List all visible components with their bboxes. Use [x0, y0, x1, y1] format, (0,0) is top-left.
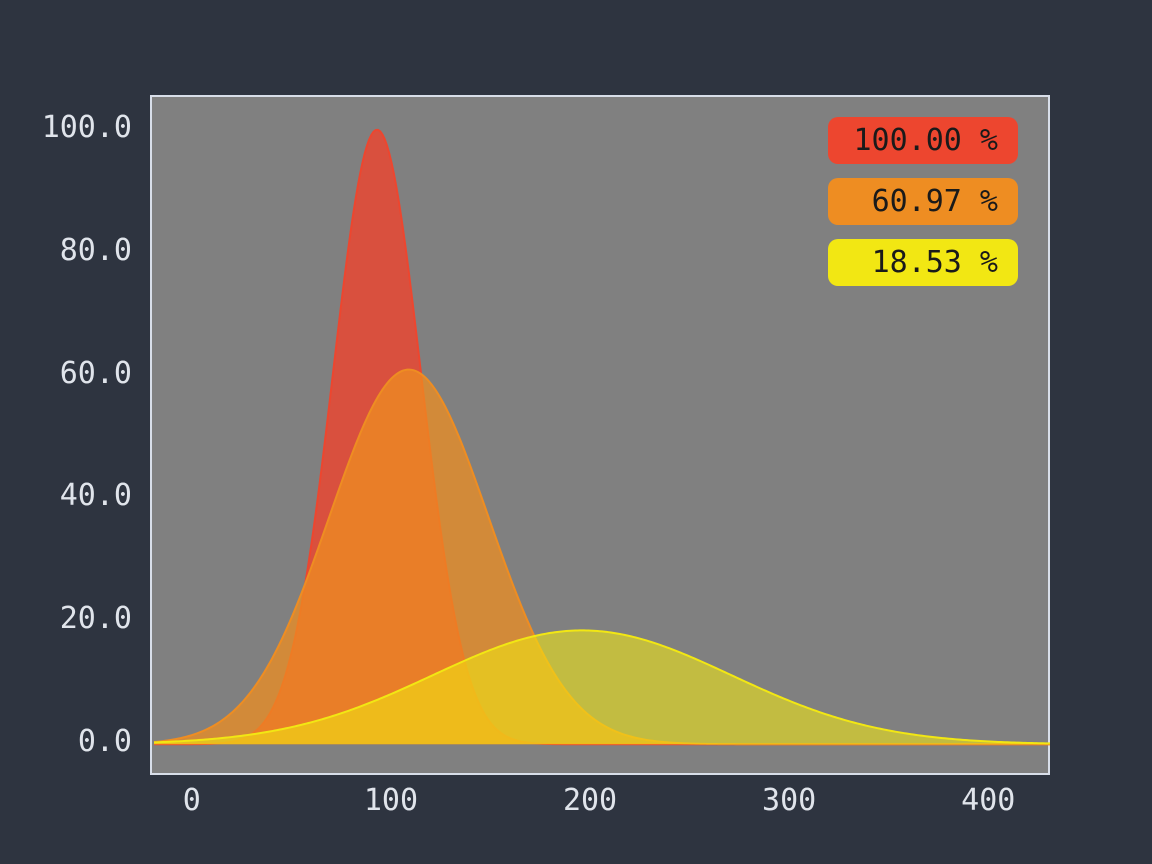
plot-area: 100.00 % 60.97 % 18.53 %	[150, 95, 1050, 775]
y-tick-label: 80.0	[0, 233, 132, 268]
x-tick-label: 400	[938, 783, 1038, 818]
legend-item: 60.97 %	[828, 178, 1018, 225]
x-tick-label: 300	[739, 783, 839, 818]
y-tick-label: 100.0	[0, 110, 132, 145]
y-tick-label: 20.0	[0, 601, 132, 636]
x-tick-label: 0	[142, 783, 242, 818]
figure: 100.00 % 60.97 % 18.53 % 0.0 20.0 40.0 60.0 80…	[0, 0, 1152, 864]
y-tick-label: 60.0	[0, 356, 132, 391]
x-tick-label: 100	[341, 783, 441, 818]
legend: 100.00 % 60.97 % 18.53 %	[828, 117, 1018, 286]
y-tick-label: 0.0	[0, 724, 132, 759]
legend-item: 100.00 %	[828, 117, 1018, 164]
x-tick-label: 200	[540, 783, 640, 818]
legend-item: 18.53 %	[828, 239, 1018, 286]
y-tick-label: 40.0	[0, 478, 132, 513]
